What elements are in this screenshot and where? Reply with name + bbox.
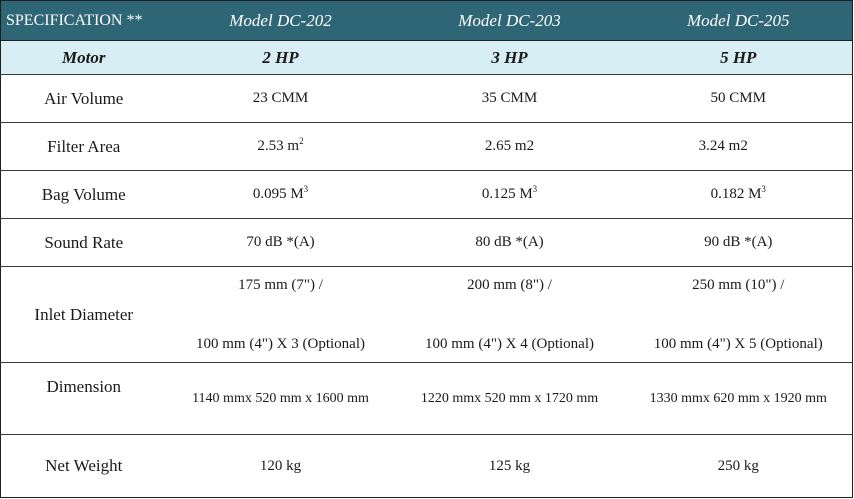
sound-rate-value: 70 dB *(A): [166, 218, 395, 267]
specification-header: SPECIFICATION **: [6, 11, 143, 29]
sound-rate-value: 90 dB *(A): [624, 218, 853, 267]
bag-volume-label: Bag Volume: [0, 170, 167, 219]
bag-volume-value: 0.095 M3: [166, 170, 395, 219]
sound-rate-row: Sound Rate 70 dB *(A) 80 dB *(A) 90 dB *…: [0, 218, 853, 267]
model-dc-202-header: Model DC-202: [229, 10, 332, 30]
inlet-diameter-label: Inlet Diameter: [0, 266, 167, 363]
net-weight-row: Net Weight 120 kg 125 kg 250 kg: [0, 434, 853, 498]
model-dc-203-header: Model DC-203: [458, 10, 561, 30]
air-volume-row: Air Volume 23 CMM 35 CMM 50 CMM: [0, 74, 853, 123]
net-weight-value: 125 kg: [394, 434, 625, 498]
air-volume-value: 35 CMM: [394, 74, 625, 123]
motor-value: 5 HP: [624, 40, 853, 75]
filter-area-value: 2.53 m2: [166, 122, 395, 171]
air-volume-value: 50 CMM: [624, 74, 853, 123]
motor-row: Motor 2 HP 3 HP 5 HP: [0, 40, 853, 75]
filter-area-row: Filter Area 2.53 m2 2.65 m2 3.24 m2: [0, 122, 853, 171]
net-weight-value: 250 kg: [624, 434, 853, 498]
bag-volume-row: Bag Volume 0.095 M3 0.125 M3 0.182 M3: [0, 170, 853, 219]
motor-label: Motor: [0, 40, 167, 75]
table-header-row: SPECIFICATION ** Model DC-202 Model DC-2…: [0, 0, 853, 41]
inlet-diameter-value: 200 mm (8") /100 mm (4") X 4 (Optional): [394, 266, 625, 363]
dimension-value: 1220 mmx 520 mm x 1720 mm: [394, 362, 625, 435]
net-weight-value: 120 kg: [166, 434, 395, 498]
dimension-row: Dimension 1140 mmx 520 mm x 1600 mm 1220…: [0, 362, 853, 435]
net-weight-label: Net Weight: [0, 434, 167, 498]
motor-value: 3 HP: [394, 40, 625, 75]
sound-rate-label: Sound Rate: [0, 218, 167, 267]
air-volume-label: Air Volume: [0, 74, 167, 123]
air-volume-value: 23 CMM: [166, 74, 395, 123]
dimension-value: 1140 mmx 520 mm x 1600 mm: [166, 362, 395, 435]
filter-area-label: Filter Area: [0, 122, 167, 171]
dimension-label: Dimension: [0, 362, 167, 435]
sound-rate-value: 80 dB *(A): [394, 218, 625, 267]
dimension-value: 1330 mmx 620 mm x 1920 mm: [624, 362, 853, 435]
model-dc-205-header: Model DC-205: [687, 10, 790, 30]
filter-area-value: 3.24 m2: [624, 122, 853, 171]
bag-volume-value: 0.182 M3: [624, 170, 853, 219]
inlet-diameter-value: 250 mm (10") /100 mm (4") X 5 (Optional): [624, 266, 853, 363]
inlet-diameter-row: Inlet Diameter 175 mm (7") /100 mm (4") …: [0, 266, 853, 363]
inlet-diameter-value: 175 mm (7") /100 mm (4") X 3 (Optional): [166, 266, 395, 363]
motor-value: 2 HP: [166, 40, 395, 75]
bag-volume-value: 0.125 M3: [394, 170, 625, 219]
filter-area-value: 2.65 m2: [394, 122, 625, 171]
